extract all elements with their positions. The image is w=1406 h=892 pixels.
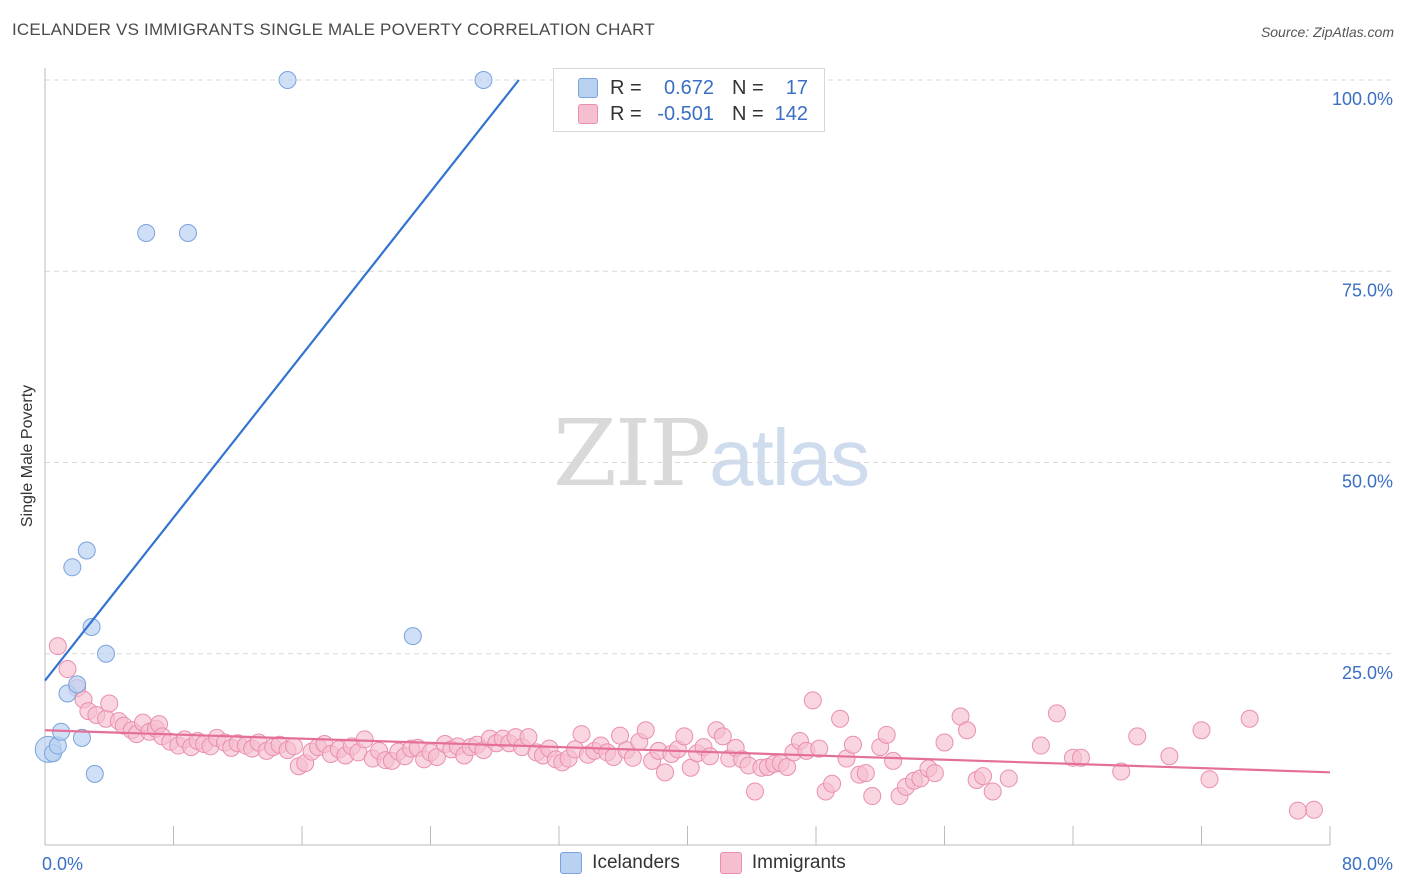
n-label: N = (732, 102, 764, 125)
immigrants-point (700, 747, 719, 766)
icelanders-swatch (578, 78, 598, 98)
immigrants-point (284, 737, 303, 756)
icelanders-point (63, 558, 82, 577)
immigrants-point (877, 725, 896, 744)
immigrants-point (58, 660, 77, 679)
immigrants-points (48, 637, 1323, 820)
y-tick-label: 100.0% (1332, 89, 1393, 109)
immigrants-point (925, 764, 944, 783)
source-credit: Source: ZipAtlas.com (1260, 24, 1394, 40)
immigrants-point (100, 694, 119, 713)
legend-label-immigrants: Immigrants (751, 852, 846, 873)
icelanders-points (34, 71, 493, 783)
icelanders-point (77, 541, 96, 560)
immigrants-point (427, 748, 446, 767)
immigrants-point (983, 782, 1002, 801)
immigrants-point (572, 725, 591, 744)
immigrants-point (675, 727, 694, 746)
immigrants-point (48, 637, 67, 656)
watermark: ZIPatlas (553, 400, 870, 507)
immigrants-point (823, 774, 842, 793)
icelanders-point (474, 71, 493, 89)
icelanders-point (278, 71, 297, 89)
watermark-zip: ZIP (553, 400, 711, 507)
immigrants-point (1200, 770, 1219, 789)
axis-layer (44, 68, 1331, 846)
immigrants-point (1160, 747, 1179, 766)
immigrants-trend-line (44, 729, 1331, 774)
immigrants-point (935, 733, 954, 752)
immigrants-point (1031, 736, 1050, 755)
immigrants-point (745, 782, 764, 801)
immigrants-point (1047, 704, 1066, 723)
immigrants-point (636, 721, 655, 740)
icelanders-point (72, 728, 91, 747)
icelanders-legend-swatch (560, 852, 583, 874)
immigrants-point (1288, 801, 1307, 820)
icelanders-point (178, 224, 197, 242)
series-legend: Icelanders Immigrants (0, 852, 1406, 874)
x-tick-label-max: 80.0% (1342, 854, 1393, 874)
y-tick-label: 25.0% (1342, 663, 1393, 683)
immigrants-point (974, 767, 993, 786)
icelanders-point (82, 617, 101, 636)
correlation-legend: R = 0.672 N = 17 R = -0.501 N = 142 (553, 68, 825, 132)
tick-labels: 25.0% 50.0% 75.0% 100.0% 0.0% 80.0% (42, 89, 1393, 874)
immigrants-point (1072, 748, 1091, 767)
immigrants-point (843, 735, 862, 754)
immigrants-point (623, 748, 642, 767)
icelanders-point (68, 675, 87, 694)
icelanders-point (137, 224, 156, 242)
y-tick-label: 50.0% (1342, 472, 1393, 492)
icelanders-point (403, 627, 422, 646)
immigrants-point (863, 787, 882, 806)
icelanders-point (97, 644, 116, 663)
n-label: N = (732, 76, 764, 99)
immigrants-swatch (578, 104, 598, 124)
immigrants-point (884, 751, 903, 770)
legend-row-icelanders: R = 0.672 N = 17 (554, 75, 808, 101)
immigrants-point (1240, 709, 1259, 728)
r-label: R = (610, 102, 642, 125)
r-value: 0.672 (663, 76, 714, 99)
immigrants-point (831, 709, 850, 728)
legend-row-immigrants: R = -0.501 N = 142 (554, 101, 808, 127)
n-value: 142 (774, 102, 808, 125)
immigrants-point (656, 763, 675, 782)
y-tick-label: 75.0% (1342, 280, 1393, 300)
immigrants-point (810, 739, 829, 758)
immigrants-point (1192, 721, 1211, 740)
legend-item-immigrants[interactable]: Immigrants (719, 852, 846, 874)
immigrants-point (519, 728, 538, 747)
immigrants-point (856, 764, 875, 783)
immigrants-legend-swatch (719, 852, 742, 874)
immigrants-point (1112, 762, 1131, 781)
immigrants-point (957, 721, 976, 740)
immigrants-point (1128, 727, 1147, 746)
icelanders-point (85, 764, 104, 783)
immigrants-point (1304, 800, 1323, 819)
immigrants-point (803, 691, 822, 710)
icelanders-trend-line (44, 79, 520, 682)
legend-label-icelanders: Icelanders (592, 852, 680, 873)
trend-lines (44, 79, 1331, 774)
legend-item-icelanders[interactable]: Icelanders (560, 852, 680, 874)
x-tick-label-min: 0.0% (42, 854, 83, 874)
grid-layer (45, 79, 1395, 655)
watermark-atlas: atlas (709, 413, 870, 502)
n-value: 17 (785, 76, 808, 99)
immigrants-point (999, 769, 1018, 788)
r-label: R = (610, 76, 642, 99)
r-value: -0.501 (657, 102, 714, 125)
immigrants-point (713, 727, 732, 746)
chart-title: ICELANDER VS IMMIGRANTS SINGLE MALE POVE… (12, 20, 655, 39)
